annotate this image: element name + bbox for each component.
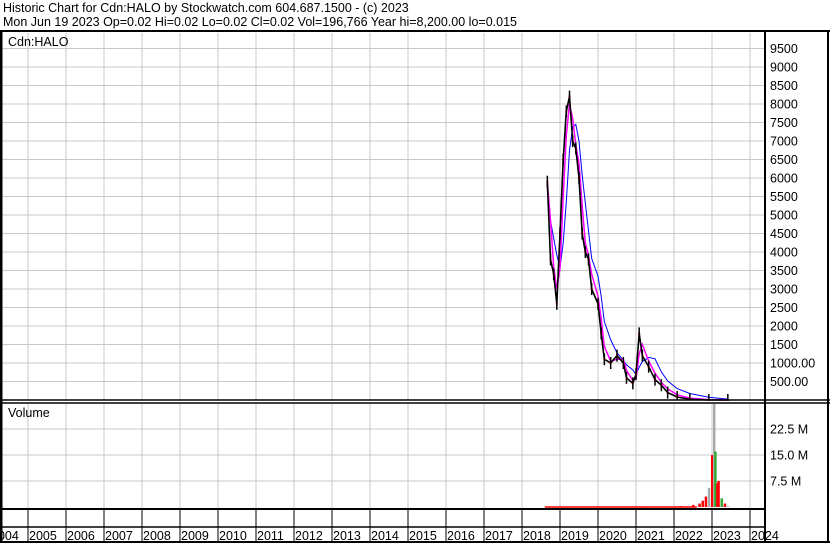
volume-bar (692, 504, 695, 507)
volume-bar (726, 506, 730, 507)
price-tick-label: 7000 (770, 135, 798, 149)
volume-bar (701, 500, 704, 507)
volume-bar (707, 487, 711, 507)
year-label: 2007 (105, 529, 133, 543)
volume-bar (704, 496, 708, 507)
volume-bar (720, 498, 723, 507)
year-label: 2006 (67, 529, 95, 543)
year-label: 2019 (561, 529, 589, 543)
moving-average-long-line (546, 123, 728, 400)
chart-title: Historic Chart for Cdn:HALO by Stockwatc… (3, 1, 409, 15)
price-tick-label: 5500 (770, 190, 798, 204)
year-label: 2005 (29, 529, 57, 543)
price-tick-label: 1000.00 (770, 357, 815, 371)
price-tick-label: 1500 (770, 338, 798, 352)
year-label: 2011 (257, 529, 284, 543)
volume-bar (723, 503, 727, 507)
price-tick-label: 5000 (770, 209, 798, 223)
price-panel-title: Cdn:HALO (8, 35, 69, 49)
volume-bar (711, 455, 714, 507)
year-label: 2020 (599, 529, 627, 543)
price-line (546, 96, 728, 401)
year-label: 2022 (675, 529, 703, 543)
year-label: 2012 (295, 529, 323, 543)
price-tick-label: 7500 (770, 116, 798, 130)
price-tick-label: 6000 (770, 172, 798, 186)
volume-tick-label: 15.0 M (770, 449, 808, 463)
price-tick-label: 3000 (770, 283, 798, 297)
year-label: 2021 (637, 529, 665, 543)
price-tick-label: 2500 (770, 301, 798, 315)
volume-bar (714, 451, 717, 507)
price-tick-label: 8000 (770, 98, 798, 112)
price-tick-label: 500.00 (770, 375, 808, 389)
volume-panel-title: Volume (8, 406, 50, 420)
year-label: 2015 (409, 529, 437, 543)
volume-bar (698, 503, 701, 507)
price-tick-label: 3500 (770, 264, 798, 278)
volume-tick-label: 7.5 M (770, 475, 801, 489)
price-tick-label: 9000 (770, 61, 798, 75)
price-tick-label: 8500 (770, 79, 798, 93)
price-tick-label: 6500 (770, 153, 798, 167)
price-tick-label: 4500 (770, 227, 798, 241)
price-tick-label: 2000 (770, 320, 798, 334)
year-label: 2023 (713, 529, 741, 543)
year-label: 2016 (447, 529, 475, 543)
year-label: 2013 (333, 529, 361, 543)
year-label: 2014 (371, 529, 399, 543)
volume-bar (717, 481, 720, 507)
year-label: 2009 (181, 529, 209, 543)
year-label: 2017 (485, 529, 513, 543)
price-tick-label: 4000 (770, 246, 798, 260)
year-label: 2008 (143, 529, 171, 543)
year-label: 2010 (219, 529, 247, 543)
moving-average-short-line (546, 103, 728, 401)
volume-tick-label: 22.5 M (770, 423, 808, 437)
price-tick-label: 9500 (770, 42, 798, 56)
year-label: 2004 (0, 529, 19, 543)
year-label: 2018 (523, 529, 551, 543)
quote-summary: Mon Jun 19 2023 Op=0.02 Hi=0.02 Lo=0.02 … (3, 15, 517, 29)
